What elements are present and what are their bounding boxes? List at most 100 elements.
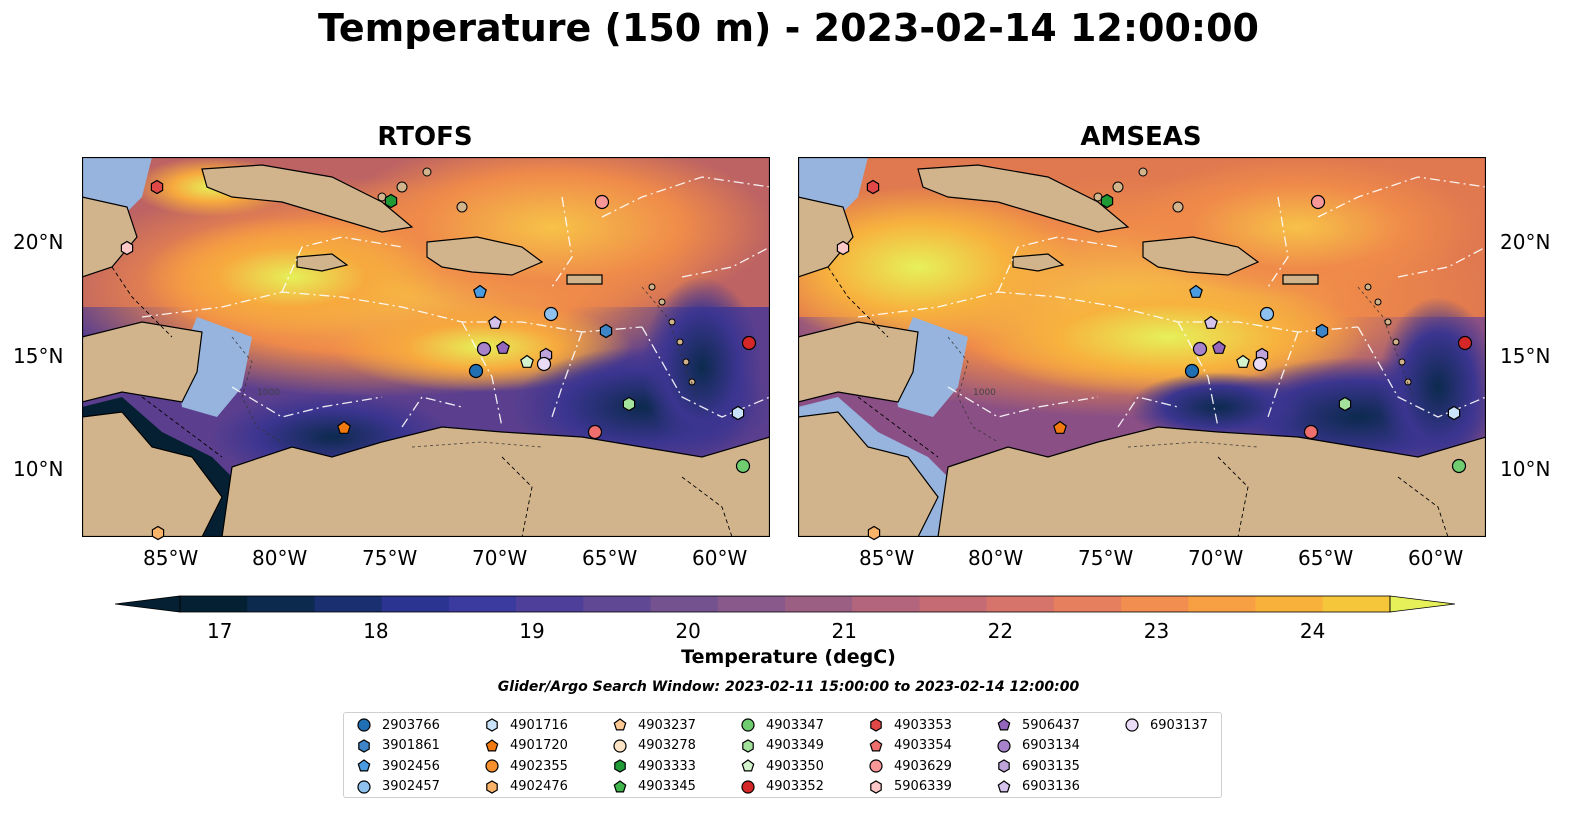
legend-marker-icon	[485, 738, 499, 751]
legend-marker-icon	[870, 718, 882, 732]
legend-item: 5906339	[868, 777, 952, 797]
float-marker-5906437	[496, 340, 510, 354]
float-marker-5906339	[836, 240, 850, 256]
colorbar-band	[516, 596, 584, 612]
float-marker-2903766	[1184, 363, 1200, 379]
legend-label: 4903353	[894, 717, 952, 733]
float-marker-6903136	[488, 315, 502, 329]
colorbar-band	[247, 596, 315, 612]
legend-label: 4901720	[510, 738, 568, 753]
colorbar-band	[650, 596, 719, 612]
legend-item: 6903136	[996, 777, 1080, 797]
legend-label: 4903333	[638, 758, 696, 774]
float-marker-4903353	[150, 179, 164, 195]
float-marker-4903333	[1100, 193, 1114, 209]
lon-tick-85w-left: 85°W	[143, 546, 199, 570]
float-marker-4902476	[151, 525, 165, 541]
legend-item: 4903278	[612, 736, 696, 756]
float-marker-4903349	[622, 396, 636, 412]
legend-label: 4903352	[766, 779, 824, 794]
legend-item: 4902355	[484, 756, 568, 776]
legend-marker-icon	[869, 759, 883, 773]
legend-marker-icon	[742, 738, 754, 753]
lon-tick-60w-right: 60°W	[1408, 546, 1464, 570]
legend-marker-icon	[869, 738, 883, 751]
legend-marker-icon	[870, 779, 882, 794]
float-marker-4902476	[867, 525, 881, 541]
lat-tick-15n-right: 15°N	[1500, 344, 1551, 368]
amseas-map: 1000	[798, 157, 1486, 537]
legend-label: 4901716	[510, 717, 568, 733]
float-marker-3902456	[1189, 284, 1203, 298]
float-marker-4903629	[594, 194, 610, 210]
float-marker-4903347	[1451, 458, 1467, 474]
cuba-land	[201, 164, 414, 233]
legend-item: 4903352	[740, 777, 824, 797]
float-marker-4903350	[1236, 354, 1250, 368]
legend-marker-icon	[1125, 718, 1139, 732]
legend-label: 4903237	[638, 717, 696, 733]
search-window-text: Glider/Argo Search Window: 2023-02-11 15…	[497, 679, 1080, 695]
lon-tick-80w-right: 80°W	[968, 546, 1024, 570]
lat-tick-10n-left: 10°N	[13, 457, 64, 481]
legend-marker-icon	[998, 759, 1010, 773]
legend-item: 6903135	[996, 756, 1080, 776]
legend-item: 4901716	[484, 715, 568, 735]
temperature-colorbar	[115, 595, 1455, 613]
legend-label: 6903134	[1022, 738, 1080, 753]
legend-marker-icon	[997, 779, 1011, 792]
float-marker-6903136	[1204, 315, 1218, 329]
legend-marker-icon	[357, 779, 371, 794]
float-marker-3902457	[1259, 306, 1275, 322]
float-marker-3902456	[473, 284, 487, 298]
float-marker-4903347	[735, 458, 751, 474]
legend-marker-icon	[741, 779, 755, 794]
legend-item: 4903350	[740, 756, 824, 776]
panel-title-rtofs: RTOFS	[377, 122, 473, 152]
legend-item: 4903629	[868, 756, 952, 776]
legend-label: 4903278	[638, 738, 696, 753]
legend-label: 4903629	[894, 758, 952, 774]
legend-item: 5906437	[996, 715, 1080, 735]
colorbar-band	[852, 596, 920, 612]
colorbar-band	[1322, 596, 1391, 612]
colorbar-tick-label: 17	[207, 619, 233, 643]
legend-item: 3902456	[356, 756, 440, 776]
colorbar-tick-label: 24	[1299, 619, 1326, 643]
legend-marker-icon	[486, 718, 498, 732]
legend-label: 3902457	[382, 779, 440, 794]
colorbar-band	[717, 596, 786, 612]
legend-label: 6903136	[1022, 779, 1080, 794]
float-marker-4903354	[1303, 424, 1319, 440]
colorbar-band	[1121, 596, 1189, 612]
colorbar-band	[785, 596, 853, 612]
float-marker-4901720	[1053, 420, 1067, 434]
float-marker-4903352	[1457, 335, 1473, 351]
float-marker-4903333	[384, 193, 398, 209]
legend-item: 4903347	[740, 715, 824, 735]
float-marker-4903352	[741, 335, 757, 351]
float-marker-4903629	[1310, 194, 1326, 210]
legend-item: 4903349	[740, 736, 824, 756]
lon-tick-60w-left: 60°W	[692, 546, 748, 570]
legend-item: 4903345	[612, 777, 696, 797]
float-marker-4903353	[866, 179, 880, 195]
legend-item: 3902457	[356, 777, 440, 797]
legend-label: 3902456	[382, 758, 440, 774]
legend-marker-icon	[741, 759, 755, 772]
colorbar-band	[986, 596, 1055, 612]
legend-label: 4902355	[510, 758, 568, 774]
legend-item: 4901720	[484, 736, 568, 756]
legend-marker-icon	[997, 738, 1011, 753]
lon-tick-70w-left: 70°W	[472, 546, 528, 570]
contour-label-1000: 1000	[973, 388, 996, 398]
float-marker-4901716	[1447, 405, 1461, 421]
legend-label: 4902476	[510, 779, 568, 794]
legend-marker-icon	[486, 779, 498, 794]
legend-item: 4902476	[484, 777, 568, 797]
float-marker-4901720	[337, 420, 351, 434]
jamaica-land	[296, 253, 349, 272]
colorbar-band	[1053, 596, 1122, 612]
colorbar-band	[1188, 596, 1257, 612]
